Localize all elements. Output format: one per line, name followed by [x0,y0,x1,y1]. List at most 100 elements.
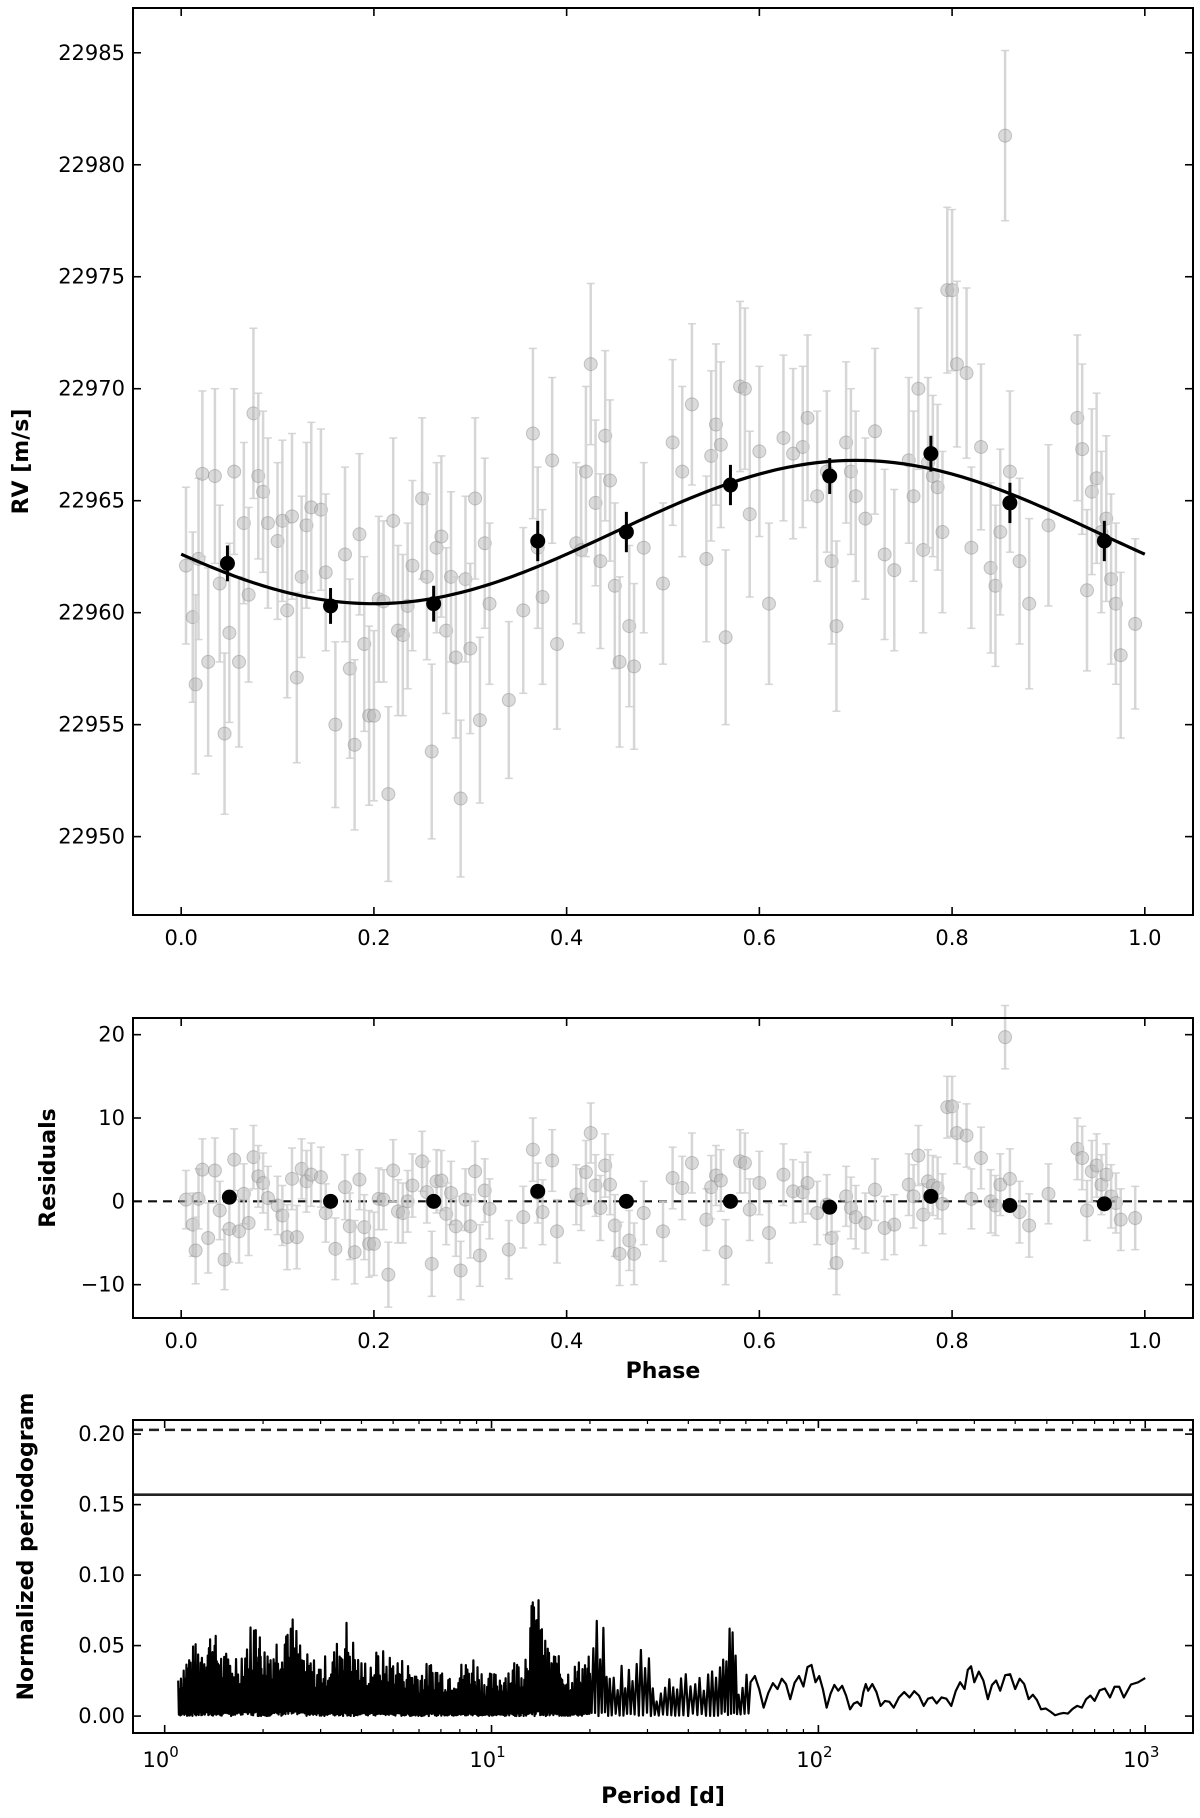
raw-point [357,637,372,652]
raw-point [776,430,791,445]
raw-point [256,484,271,499]
plot-frame [132,1017,1194,1319]
raw-point [839,1189,854,1204]
raw-point [887,563,902,578]
raw-point [395,1206,410,1220]
raw-point [593,554,608,569]
raw-point [246,1150,261,1165]
raw-point [737,1156,752,1170]
raw-point [1084,484,1099,499]
raw-point [598,1158,613,1173]
raw-point [684,1156,699,1170]
raw-point [545,453,560,468]
raw-point [988,578,1003,593]
raw-point [636,540,651,555]
x-tick-label: 1.0 [1128,1329,1161,1353]
raw-point [598,428,613,443]
raw-point [280,603,295,618]
raw-point [964,540,979,555]
raw-point [419,569,434,584]
raw-point [713,1173,728,1188]
raw-point [313,502,328,517]
raw-point [733,1154,748,1169]
raw-point [352,527,367,542]
raw-point [550,637,564,652]
raw-point [424,744,439,759]
binned-point [323,598,339,614]
raw-point [839,435,854,450]
rv-panel: 0.0 0.2 0.4 0.6 0.8 1.0 22950 22955 22960 22965 22… [9,7,1194,950]
raw-point [463,1219,478,1234]
raw-point [188,677,203,692]
raw-point [588,495,603,510]
raw-point [338,1180,352,1195]
raw-point [415,491,430,506]
x-tick-label: 0.8 [935,926,968,950]
raw-point [998,1030,1013,1045]
y-axis-label: Normalized periodogram [14,1393,39,1701]
raw-point [858,511,873,526]
raw-point [1113,648,1128,663]
raw-point [959,1128,974,1143]
binned-point [618,1193,634,1209]
raw-point [704,448,719,463]
raw-point [201,1231,216,1245]
binned-point [722,477,738,493]
raw-point [366,1236,381,1251]
raw-point [195,466,210,481]
raw-point [260,516,275,531]
y-tick-label: 20 [98,1023,125,1047]
raw-point [347,737,362,752]
raw-point [1080,1203,1094,1218]
raw-point [733,379,748,394]
y-tick-label: 22960 [58,601,125,625]
raw-point [362,708,377,723]
raw-point [627,659,642,674]
x-axis-label: Phase [626,1359,701,1384]
raw-point [201,654,216,669]
x-tick-label: 1.0 [1128,926,1161,950]
raw-point [371,1191,386,1206]
plot-frame [132,7,1194,916]
raw-point [583,357,598,372]
raw-point [289,670,304,685]
raw-point [675,1181,690,1195]
y-tick-label: 10 [98,1106,125,1130]
raw-point [627,1246,642,1261]
raw-point [1080,583,1094,598]
residuals-panel: 0.0 0.2 0.4 0.6 0.8 1.0 −10 0 10 20 Residuals Phase [36,1004,1194,1384]
raw-point [251,469,266,484]
raw-point [656,576,670,591]
raw-point [868,1182,882,1197]
binned-point [1002,1198,1018,1213]
raw-point [603,473,617,488]
raw-point [786,1184,801,1199]
raw-point [887,1217,902,1232]
y-tick-label: 0.20 [78,1422,125,1446]
x-tick-label: 0.6 [743,926,776,950]
raw-point [1070,410,1085,425]
raw-point [400,1194,415,1209]
raw-point [1089,1158,1104,1173]
x-tick-label-base: 10 [143,1748,170,1772]
y-tick-label: 0.10 [78,1563,125,1587]
raw-point [940,283,955,298]
raw-point [1041,1186,1056,1201]
raw-point [795,1185,810,1200]
raw-point [289,1230,304,1245]
periodogram-line [177,1599,1146,1718]
binned-point [221,1189,237,1205]
y-tick-label: 22970 [58,377,125,401]
raw-point [299,518,314,533]
raw-point [829,619,844,634]
raw-point [357,1220,372,1235]
raw-point [251,1169,266,1184]
raw-point [911,1148,926,1163]
x-tick-label: 0.2 [357,926,390,950]
raw-point [742,507,757,522]
raw-point [545,1153,560,1168]
raw-point [328,1241,343,1256]
plot-frame [132,1419,1194,1734]
raw-point [993,1177,1008,1192]
